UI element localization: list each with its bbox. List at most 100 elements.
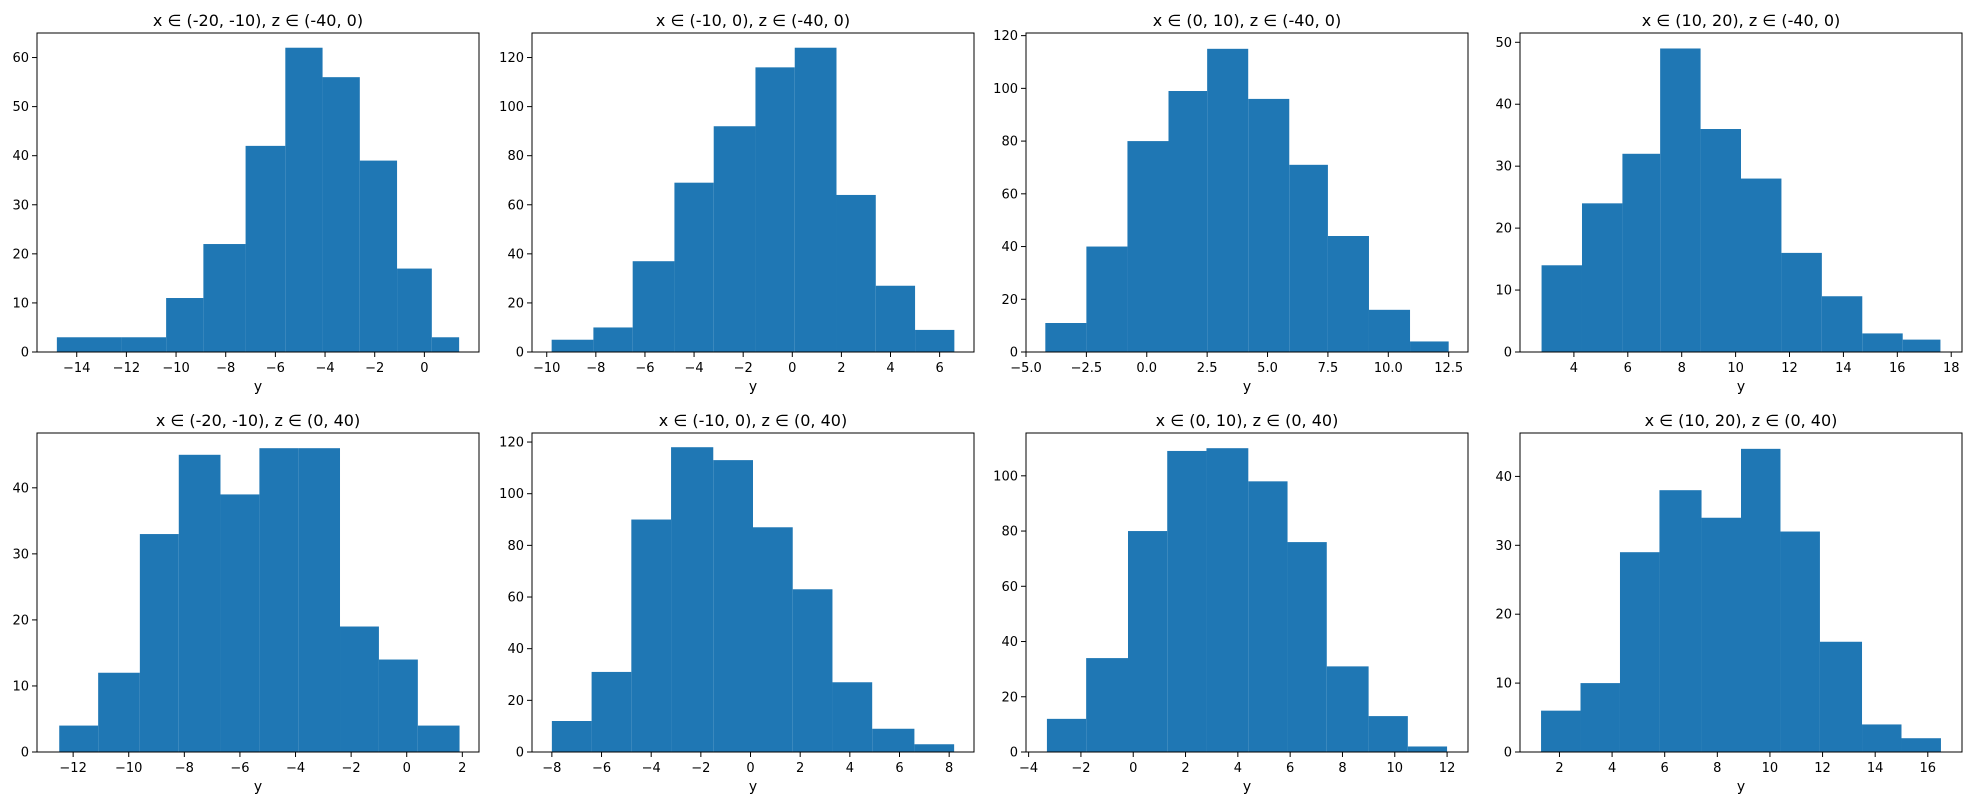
y-tick-label: 60 <box>1001 580 1018 595</box>
histogram-bar <box>794 47 837 352</box>
x-axis-label: y <box>749 779 757 795</box>
histogram-bar <box>285 47 323 352</box>
histogram-bar <box>1368 309 1411 352</box>
x-tick-label: 2 <box>837 361 845 376</box>
histogram-panel: −5.0 −2.5 0.0 2.5 5.0 7.5 10.0 12.5 0 20 40 60 80 100… <box>993 11 1469 395</box>
x-tick-label: 8 <box>945 761 953 776</box>
panel-title: x ∈ (-20, -10), z ∈ (-40, 0) <box>153 11 363 30</box>
x-tick-label: 8 <box>1678 361 1686 376</box>
histogram-bar <box>1660 48 1701 352</box>
x-tick-label: −4 <box>315 361 334 376</box>
histogram-bar <box>591 671 632 752</box>
x-tick-label: 4 <box>846 761 854 776</box>
axes-frame <box>531 432 975 753</box>
y-tick-label: 20 <box>507 296 524 311</box>
axes-frame <box>1025 432 1469 753</box>
y-tick-label: 20 <box>507 694 524 709</box>
x-tick-label: 0 <box>788 361 796 376</box>
histogram-bar <box>1086 658 1128 752</box>
histogram-bar <box>1622 153 1661 352</box>
x-tick-label: −10 <box>533 361 560 376</box>
axes-frame <box>36 432 480 753</box>
x-tick-label: −8 <box>175 761 194 776</box>
x-tick-label: 12 <box>1439 761 1456 776</box>
x-tick-label: 4 <box>1234 761 1242 776</box>
x-tick-label: 0 <box>420 361 428 376</box>
x-tick-label: 10 <box>1727 361 1744 376</box>
x-tick-label: 0.0 <box>1136 361 1157 376</box>
y-tick-label: 60 <box>507 198 524 213</box>
x-tick-label: −10 <box>162 361 189 376</box>
histogram-bar <box>593 327 633 352</box>
y-tick-label: 0 <box>516 746 524 761</box>
panel-title: x ∈ (10, 20), z ∈ (-40, 0) <box>1642 11 1841 30</box>
x-tick-label: −2 <box>691 761 710 776</box>
histogram-bar <box>417 725 460 752</box>
x-tick-label: 7.5 <box>1318 361 1339 376</box>
histogram-bar <box>1659 490 1702 752</box>
y-tick-label: 10 <box>1495 677 1512 692</box>
histogram-bar <box>1819 641 1863 752</box>
x-tick-label: −4 <box>1019 761 1038 776</box>
panel-title: x ∈ (10, 20), z ∈ (0, 40) <box>1645 411 1838 430</box>
x-tick-label: 12 <box>1814 761 1831 776</box>
histogram-bar <box>203 244 246 352</box>
histogram-bar <box>1862 724 1902 752</box>
y-tick-label: 20 <box>1495 608 1512 623</box>
histogram-bar <box>298 448 341 752</box>
x-tick-label: 14 <box>1867 761 1884 776</box>
histogram-bar <box>1410 341 1449 352</box>
histogram-bar <box>1326 666 1369 752</box>
histogram-bar <box>1248 481 1288 752</box>
x-tick-label: −2 <box>342 761 361 776</box>
histogram-bar <box>178 454 221 752</box>
y-tick-label: 0 <box>21 746 29 761</box>
x-tick-label: 0 <box>1129 761 1137 776</box>
histogram-bar <box>1168 91 1208 352</box>
histogram-bar <box>872 728 915 752</box>
histogram-bar <box>431 337 460 352</box>
y-tick-label: 30 <box>12 198 29 213</box>
y-tick-label: 40 <box>1495 470 1512 485</box>
y-tick-label: 0 <box>1010 746 1018 761</box>
histogram-bar <box>1045 323 1087 352</box>
axes-frame <box>1519 32 1963 353</box>
histogram-bar <box>1207 48 1249 353</box>
x-axis-label: y <box>254 779 262 795</box>
histogram-panel: 2 4 6 8 10 12 14 16 0 10 20 30 40 x ∈ (10, 20), z ∈ (… <box>1495 411 1963 795</box>
histogram-bar <box>1541 265 1582 352</box>
y-tick-label: 80 <box>1001 525 1018 540</box>
y-tick-label: 120 <box>993 29 1018 44</box>
histogram-bar <box>753 527 793 752</box>
x-tick-label: 4 <box>886 361 894 376</box>
histogram-bar <box>259 448 299 752</box>
histogram-bar <box>139 534 179 752</box>
x-tick-label: 16 <box>1920 761 1937 776</box>
x-tick-label: 2 <box>796 761 804 776</box>
y-tick-label: 40 <box>507 642 524 657</box>
histogram-bar <box>792 589 833 752</box>
axes-frame <box>1519 432 1963 753</box>
histogram-bar <box>755 67 795 352</box>
x-tick-label: −8 <box>586 361 605 376</box>
histogram-panel: 4 6 8 10 12 14 16 18 0 10 20 30 40 50 x ∈ (10, 20), z … <box>1495 11 1963 395</box>
y-tick-label: 50 <box>1495 36 1512 51</box>
x-tick-label: 2 <box>1555 761 1563 776</box>
x-tick-label: 12.5 <box>1434 361 1463 376</box>
histogram-bar <box>166 298 204 352</box>
x-tick-label: −5.0 <box>1010 361 1042 376</box>
x-tick-label: −4 <box>684 361 703 376</box>
histogram-bar <box>875 285 916 352</box>
y-tick-label: 20 <box>1001 690 1018 705</box>
x-tick-label: 5.0 <box>1257 361 1278 376</box>
y-tick-label: 30 <box>12 547 29 562</box>
histogram-bar <box>1581 203 1623 352</box>
y-tick-label: 0 <box>1504 346 1512 361</box>
x-axis-label: y <box>254 379 262 395</box>
x-axis-label: y <box>1243 779 1251 795</box>
y-tick-label: 30 <box>1495 539 1512 554</box>
x-tick-label: 10 <box>1762 761 1779 776</box>
y-tick-label: 80 <box>507 539 524 554</box>
